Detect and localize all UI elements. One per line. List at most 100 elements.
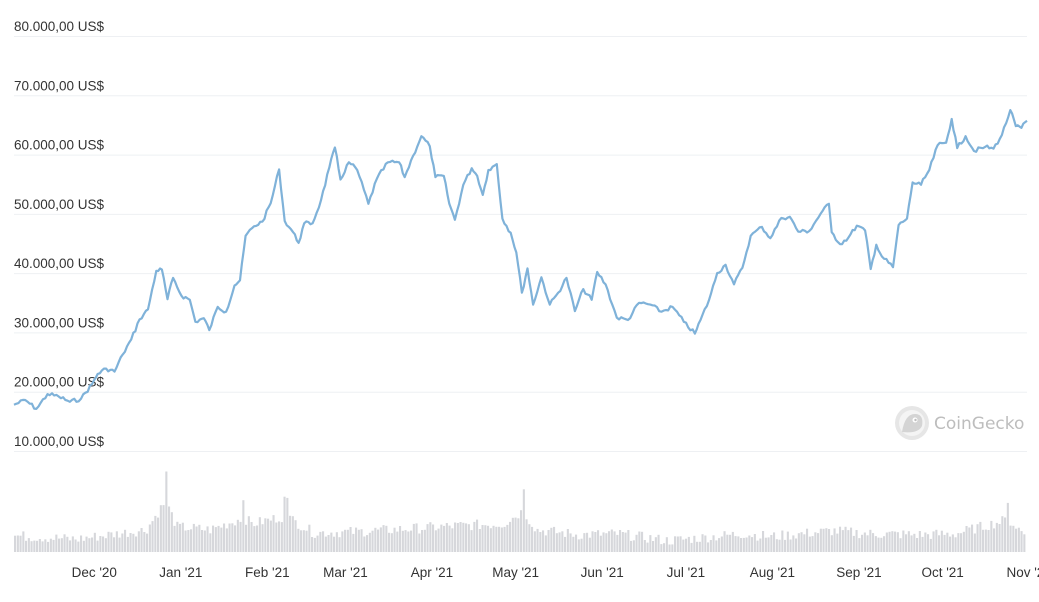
- volume-bar: [256, 525, 259, 552]
- volume-bar: [107, 531, 110, 552]
- volume-bar: [162, 505, 165, 552]
- volume-bar: [454, 522, 457, 552]
- volume-bar: [176, 521, 179, 552]
- volume-bar: [443, 525, 446, 552]
- x-axis-ticks: Dec '20 Jan '21 Feb '21 Mar '21 Apr '21 May '…: [72, 565, 1039, 580]
- volume-bar: [19, 535, 22, 552]
- volume-bar: [896, 532, 899, 552]
- volume-bar: [231, 523, 234, 552]
- volume-bar: [484, 525, 487, 552]
- volume-bar: [968, 527, 971, 552]
- volume-bar: [371, 530, 374, 552]
- volume-bar: [187, 530, 190, 552]
- volume-bar: [852, 535, 855, 552]
- volume-bar: [679, 536, 682, 552]
- volume-bar: [470, 530, 473, 552]
- volume-bar: [558, 532, 561, 552]
- volume-bar: [25, 540, 28, 552]
- volume-bar: [253, 526, 256, 552]
- volume-bar: [792, 535, 795, 552]
- volume-bar: [646, 542, 649, 552]
- volume-bar: [250, 522, 253, 552]
- volume-bar: [888, 531, 891, 552]
- volume-bar: [833, 528, 836, 552]
- volume-bar: [899, 538, 902, 552]
- volume-bar: [902, 530, 905, 552]
- volume-bar: [957, 533, 960, 552]
- volume-bar: [456, 523, 459, 552]
- volume-bar: [789, 539, 792, 552]
- volume-bar: [786, 531, 789, 552]
- volume-bar: [91, 537, 94, 552]
- volume-bar: [751, 537, 754, 552]
- volume-bar: [734, 536, 737, 552]
- volume-bar: [718, 538, 721, 552]
- volume-bar: [1017, 527, 1020, 552]
- volume-bar: [569, 533, 572, 552]
- volume-bar: [949, 536, 952, 552]
- volume-bar: [190, 529, 193, 552]
- volume-bar: [503, 526, 506, 552]
- volume-bar: [528, 524, 531, 552]
- volume-bar: [770, 535, 773, 552]
- x-tick-label: May '21: [492, 565, 539, 580]
- volume-bars: [14, 471, 1026, 552]
- volume-bar: [649, 535, 652, 552]
- volume-bar: [137, 531, 140, 552]
- volume-bar: [269, 520, 272, 552]
- volume-bar: [445, 523, 448, 552]
- volume-bar: [206, 526, 209, 552]
- volume-bar: [976, 524, 979, 552]
- volume-bar: [594, 532, 597, 552]
- volume-bar: [894, 531, 897, 552]
- volume-bar: [294, 520, 297, 552]
- volume-bar: [940, 530, 943, 552]
- volume-bar: [973, 533, 976, 552]
- volume-bar: [608, 531, 611, 552]
- volume-bar: [627, 530, 630, 552]
- volume-bar: [151, 521, 154, 552]
- volume-bar: [652, 541, 655, 552]
- volume-bar: [880, 537, 883, 552]
- volume-bar: [38, 539, 41, 552]
- volume-bar: [195, 526, 198, 552]
- volume-bar: [531, 526, 534, 552]
- volume-bar: [157, 517, 160, 552]
- volume-bar: [330, 532, 333, 552]
- volume-bar: [778, 539, 781, 552]
- volume-bar: [437, 528, 440, 552]
- volume-bar: [621, 532, 624, 552]
- volume-bar: [368, 532, 371, 552]
- volume-bar: [784, 539, 787, 552]
- volume-bar: [159, 505, 162, 552]
- volume-bar: [616, 534, 619, 552]
- volume-bar: [993, 528, 996, 552]
- x-tick-label: Jul '21: [667, 565, 706, 580]
- volume-bar: [960, 533, 963, 552]
- volume-bar: [742, 537, 745, 552]
- volume-bar: [352, 533, 355, 552]
- volume-bar: [1023, 534, 1026, 552]
- price-line: [13, 109, 1028, 410]
- volume-bar: [817, 533, 820, 552]
- volume-bar: [566, 529, 569, 552]
- volume-bar: [58, 538, 61, 552]
- volume-bar: [938, 535, 941, 552]
- volume-bar: [47, 541, 50, 552]
- volume-bar: [729, 534, 732, 552]
- volume-bar: [66, 536, 69, 552]
- volume-bar: [412, 523, 415, 552]
- y-tick-label: 40.000,00 US$: [14, 256, 105, 271]
- x-tick-label: Sep '21: [836, 565, 881, 580]
- y-tick-label: 70.000,00 US$: [14, 78, 105, 93]
- volume-bar: [1001, 516, 1004, 552]
- volume-bar: [745, 537, 748, 552]
- volume-bar: [401, 530, 404, 552]
- volume-bar: [561, 531, 564, 552]
- volume-bar: [654, 537, 657, 552]
- volume-bar: [918, 531, 921, 552]
- volume-bar: [313, 537, 316, 552]
- volume-bar: [440, 524, 443, 552]
- volume-bar: [96, 540, 99, 552]
